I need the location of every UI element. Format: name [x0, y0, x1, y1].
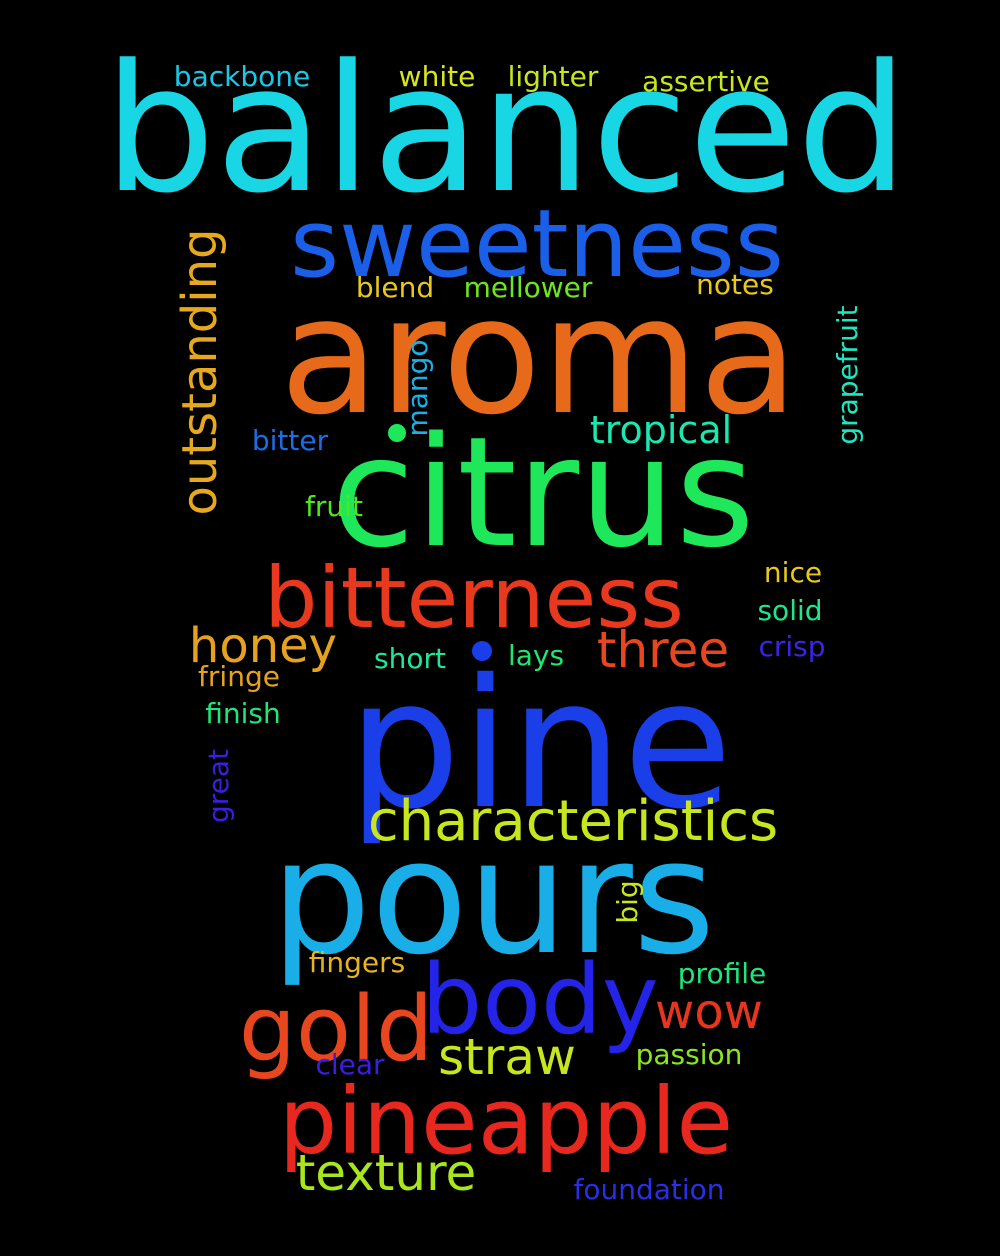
word-texture: texture — [295, 1144, 477, 1202]
word-great: great — [202, 748, 235, 824]
word-citrus: citrus — [331, 404, 755, 581]
word-body: body — [421, 944, 659, 1056]
word-gold: gold — [238, 977, 434, 1082]
word-honey: honey — [188, 618, 338, 674]
word-nice: nice — [763, 556, 823, 589]
word-lighter: lighter — [507, 60, 599, 93]
word-fingers: fingers — [308, 946, 406, 979]
word-passion: passion — [635, 1038, 743, 1071]
word-fruit: fruit — [305, 490, 363, 523]
word-sweetness: sweetness — [290, 190, 784, 299]
word-wow: wow — [655, 984, 763, 1040]
dot-green — [388, 424, 406, 442]
word-balanced: balanced — [103, 27, 909, 232]
word-crisp: crisp — [758, 630, 826, 663]
word-fringe: fringe — [198, 660, 280, 693]
word-solid: solid — [757, 594, 823, 627]
word-finish: finish — [205, 697, 281, 730]
word-bitterness: bitterness — [264, 549, 684, 647]
word-profile: profile — [677, 957, 767, 990]
word-pours: pours — [270, 806, 716, 990]
word-white: white — [398, 60, 476, 93]
word-three: three — [596, 621, 730, 679]
word-foundation: foundation — [573, 1173, 725, 1206]
word-assertive: assertive — [642, 65, 770, 98]
word-mango: mango — [401, 339, 434, 437]
word-outstanding: outstanding — [172, 228, 228, 516]
word-clear: clear — [315, 1048, 385, 1081]
word-pine: pine — [347, 641, 733, 848]
word-straw: straw — [438, 1028, 576, 1086]
word-bitter: bitter — [251, 424, 329, 457]
word-aroma: aroma — [279, 263, 799, 451]
dot-blue — [472, 641, 492, 661]
word-short: short — [374, 642, 446, 675]
word-tropical: tropical — [589, 408, 733, 452]
word-grapefruit: grapefruit — [831, 305, 864, 445]
word-blend: blend — [355, 271, 435, 304]
word-big: big — [611, 880, 644, 924]
word-backbone: backbone — [173, 60, 311, 93]
word-pineapple: pineapple — [278, 1068, 734, 1175]
word-characteristics: characteristics — [367, 789, 779, 854]
word-mellower: mellower — [463, 271, 593, 304]
word-lays: lays — [507, 639, 565, 672]
word-notes: notes — [696, 268, 774, 301]
